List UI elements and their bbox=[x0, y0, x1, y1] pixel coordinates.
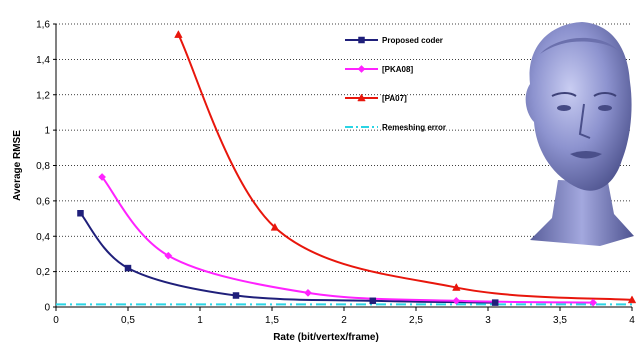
series-markers bbox=[77, 30, 637, 307]
y-axis-title: Average RMSE bbox=[12, 130, 23, 201]
x-tick-label: 2 bbox=[341, 315, 347, 326]
y-tick-label: 0,4 bbox=[36, 232, 50, 243]
data-point-pka08 bbox=[164, 251, 173, 260]
x-tick-label: 0,5 bbox=[121, 315, 135, 326]
data-point-proposed-coder bbox=[491, 299, 499, 306]
legend-marker-proposed-coder bbox=[358, 36, 365, 44]
x-tick-label: 3,5 bbox=[553, 315, 567, 326]
data-point-pa07 bbox=[452, 283, 461, 291]
y-tick-label: 1 bbox=[44, 126, 50, 137]
series-line-proposed-coder bbox=[79, 212, 496, 304]
data-point-pka08 bbox=[304, 288, 312, 297]
legend-label-pa07: [PA07] bbox=[382, 94, 407, 103]
axes: 0 0,2 0,4 0,6 0,8 1 1,2 1,4 1,6 0 0,5 1 1,5 2 2,5 3 3,5 4… bbox=[12, 20, 635, 344]
data-point-pa07 bbox=[270, 222, 280, 231]
data-point-pa07 bbox=[174, 30, 183, 38]
legend-marker-pa07 bbox=[357, 93, 366, 102]
legend-marker-pka08 bbox=[357, 65, 366, 73]
y-tick-label: 0,2 bbox=[36, 267, 50, 278]
x-tick-label: 2,5 bbox=[409, 315, 423, 326]
data-point-proposed-coder bbox=[232, 292, 240, 299]
legend-label-proposed-coder: Proposed coder bbox=[382, 36, 443, 45]
x-tick-label: 1,5 bbox=[265, 315, 279, 326]
data-point-pa07 bbox=[627, 295, 637, 304]
data-point-pka08 bbox=[452, 296, 461, 305]
legend-label-pka08: [PKA08] bbox=[382, 65, 413, 74]
data-point-proposed-coder bbox=[124, 264, 132, 272]
x-axis-title: Rate (bit/vertex/frame) bbox=[273, 332, 379, 343]
y-tick-label: 0 bbox=[44, 303, 50, 314]
data-point-pka08 bbox=[98, 173, 107, 181]
data-point-proposed-coder bbox=[369, 297, 377, 305]
legend: Proposed coder [PKA08] [PA07] Remeshing err… bbox=[345, 36, 446, 132]
head-mesh-image bbox=[525, 22, 634, 246]
x-tick-label: 0 bbox=[53, 315, 59, 326]
y-tick-label: 0,8 bbox=[36, 161, 50, 172]
data-point-proposed-coder bbox=[77, 210, 84, 217]
legend-label-remeshing-error: Remeshing error bbox=[382, 123, 446, 132]
data-point-pka08 bbox=[589, 298, 598, 307]
y-tick-label: 1,6 bbox=[36, 20, 50, 31]
y-tick-label: 1,2 bbox=[36, 90, 50, 101]
x-tick-label: 1 bbox=[197, 315, 203, 326]
y-tick-label: 1,4 bbox=[36, 55, 50, 66]
x-tick-label: 4 bbox=[629, 315, 635, 326]
gridlines bbox=[56, 23, 632, 273]
x-tick-label: 3 bbox=[485, 315, 491, 326]
series-line-pa07 bbox=[177, 34, 633, 301]
y-tick-label: 0,6 bbox=[36, 196, 50, 207]
